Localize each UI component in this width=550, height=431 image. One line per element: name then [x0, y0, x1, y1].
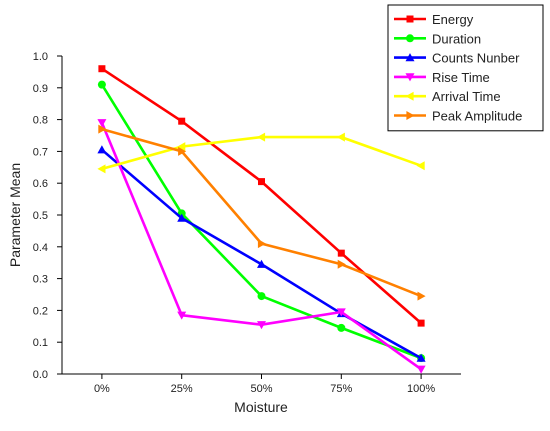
x-tick-label: 100% [407, 383, 435, 395]
y-tick-label: 0.0 [33, 369, 48, 381]
y-tick-label: 0.2 [33, 305, 48, 317]
axes: 0.0 0.1 0.2 0.3 0.4 0.5 0.6 0.7 0.8 0.9 1.0 0% 25% 50… [33, 51, 461, 395]
y-tick-label: 0.1 [33, 337, 48, 349]
y-axis-label: Parameter Mean [7, 163, 23, 267]
legend-marker-duration [406, 34, 414, 43]
legend-marker-counts-nunber [405, 53, 415, 62]
legend-label-energy: Energy [432, 12, 474, 27]
x-tick-label: 0% [94, 383, 110, 395]
data-point-rise-time [177, 311, 187, 320]
data-point-arrival-time [97, 164, 106, 174]
legend-label-rise-time: Rise Time [432, 70, 490, 85]
y-tick-label: 0.9 [33, 83, 48, 95]
series-line-duration [100, 83, 422, 360]
data-point-energy [98, 65, 106, 73]
data-point-rise-time [97, 119, 107, 128]
data-point-peak-amplitude [337, 259, 346, 269]
data-point-peak-amplitude [417, 291, 426, 301]
data-point-peak-amplitude [178, 146, 187, 156]
y-tick-label: 0.7 [33, 146, 48, 158]
y-tick-label: 0.4 [33, 242, 48, 254]
x-tick-label: 25% [171, 383, 193, 395]
data-point-energy [258, 178, 265, 186]
data-point-arrival-time [177, 142, 186, 152]
y-tick-label: 0.3 [33, 274, 48, 286]
y-tick-label: 0.5 [33, 210, 48, 222]
legend: Energy Duration Counts Nunber Rise Time Arri… [387, 4, 544, 132]
x-axis-label: Moisture [234, 399, 288, 415]
series-peak-amplitude [98, 124, 426, 301]
series-line-peak-amplitude [101, 127, 422, 298]
data-point-energy [178, 117, 186, 125]
x-tick-label: 50% [250, 383, 272, 395]
data-point-counts-nunber [257, 259, 266, 268]
data-point-duration [257, 292, 266, 301]
legend-label-arrival-time: Arrival Time [432, 89, 501, 104]
data-point-rise-time [336, 308, 346, 317]
legend-box [387, 4, 544, 132]
data-point-energy [337, 249, 345, 257]
data-point-rise-time [257, 321, 266, 330]
data-point-duration [97, 80, 106, 89]
data-point-arrival-time [336, 132, 345, 142]
data-point-duration [337, 323, 346, 332]
legend-label-duration: Duration [432, 31, 481, 46]
y-tick-label: 0.6 [33, 178, 48, 190]
series-arrival-time [97, 132, 425, 174]
data-point-counts-nunber [177, 213, 187, 222]
y-tick-label: 1.0 [33, 51, 48, 63]
legend-marker-peak-amplitude [406, 111, 415, 120]
legend-label-counts-nunber: Counts Nunber [432, 51, 520, 66]
series-layer [97, 65, 426, 374]
data-point-arrival-time [416, 161, 425, 171]
data-point-arrival-time [257, 132, 266, 142]
data-point-peak-amplitude [98, 124, 107, 134]
legend-marker-energy [406, 15, 414, 23]
legend-label-peak-amplitude: Peak Amplitude [432, 109, 522, 124]
series-duration [97, 80, 426, 363]
legend-marker-arrival-time [405, 91, 414, 101]
series-energy [98, 65, 425, 327]
x-tick-label: 75% [330, 383, 352, 395]
series-line-energy [101, 67, 422, 325]
data-point-energy [417, 319, 425, 327]
data-point-peak-amplitude [257, 239, 266, 249]
data-point-counts-nunber [416, 353, 426, 362]
legend-marker-rise-time [405, 73, 415, 82]
data-point-counts-nunber [97, 145, 107, 154]
series-rise-time [97, 119, 426, 374]
series-counts-nunber [97, 145, 426, 362]
y-tick-label: 0.8 [33, 115, 48, 127]
data-point-rise-time [416, 365, 426, 374]
